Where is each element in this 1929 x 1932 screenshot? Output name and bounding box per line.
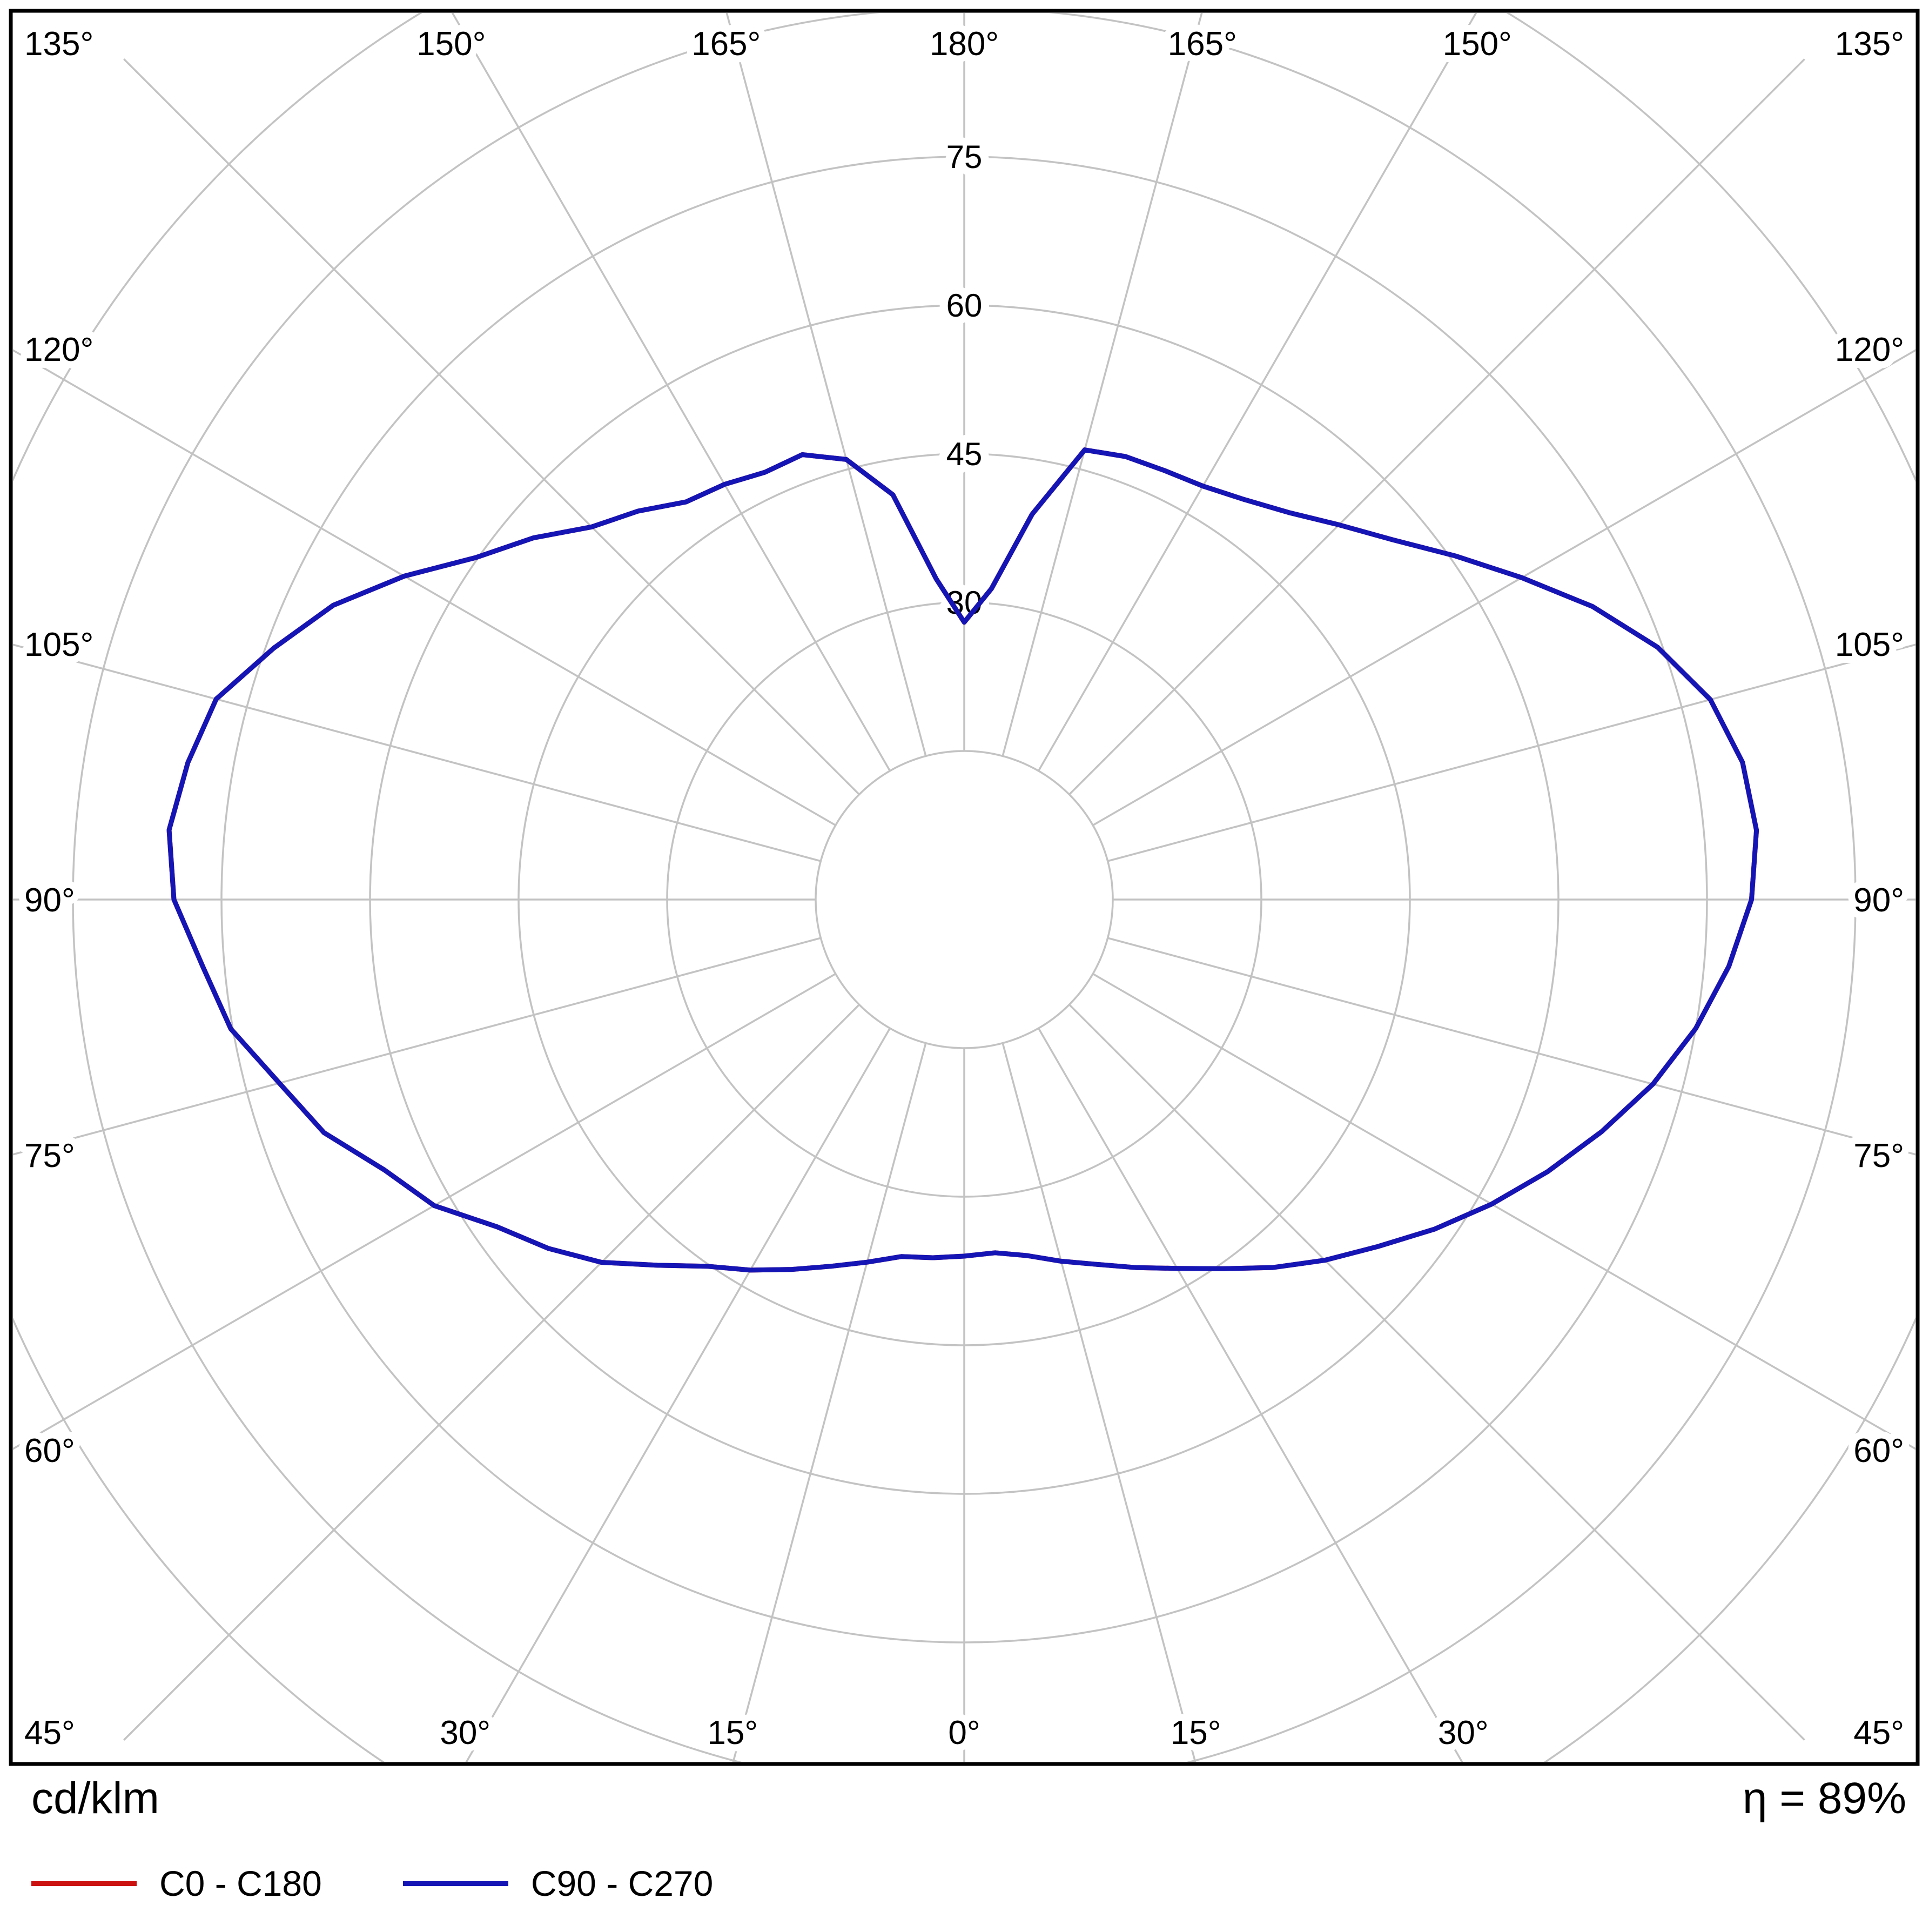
axis-label: 165°	[691, 25, 761, 63]
axis-label: 60°	[24, 1432, 75, 1470]
legend-item-c0-c180: C0 - C180	[31, 1863, 322, 1904]
grid-spoke	[13, 643, 821, 862]
c0-c180-line-swatch	[31, 1881, 137, 1886]
legend: C0 - C180 C90 - C270	[31, 1863, 713, 1904]
axis-label: 180°	[930, 25, 999, 63]
grid-spoke	[451, 13, 891, 772]
axis-label: 135°	[1835, 25, 1904, 63]
axis-label: 120°	[1835, 331, 1904, 368]
axis-label: 75°	[24, 1137, 75, 1175]
grid-spoke	[1107, 937, 1915, 1156]
legend-label-c90-c270: C90 - C270	[530, 1863, 714, 1903]
axis-label: 105°	[24, 626, 93, 663]
grid-spoke	[1002, 13, 1203, 756]
grid-spoke	[123, 58, 860, 795]
axis-label: 120°	[24, 331, 93, 368]
axis-label: 75°	[1853, 1137, 1904, 1175]
grid-spoke	[1068, 58, 1805, 795]
axis-label: 105°	[1835, 626, 1904, 663]
grid-spoke	[13, 937, 821, 1156]
c90-c270-line-swatch	[402, 1881, 508, 1886]
axis-label: 15°	[1171, 1714, 1221, 1752]
axis-label: 15°	[707, 1714, 758, 1752]
angle-labels: 0° 15° 15° 30° 30° 45° 45° 60° 60° 75° 75° 90° 90° 10…	[17, 18, 1911, 1759]
axis-label: 30°	[440, 1714, 490, 1752]
efficiency-value: η = 89%	[1742, 1774, 1906, 1823]
grid-spoke	[1037, 13, 1477, 772]
grid-spoke	[732, 1043, 927, 1762]
axis-label: 45	[946, 436, 983, 472]
axis-label: 90°	[1853, 882, 1904, 919]
axis-label: 30°	[1438, 1714, 1489, 1752]
grid-spoke	[465, 1028, 891, 1762]
axis-label: 75	[946, 139, 983, 175]
axis-label: 90°	[24, 882, 75, 919]
axis-label: 60	[946, 287, 983, 324]
grid-spoke	[1002, 1043, 1197, 1762]
series-path-c90-c270	[166, 447, 1759, 1273]
grid-spoke	[1092, 349, 1915, 827]
grid-spoke	[1037, 1028, 1463, 1762]
axis-label: 0°	[948, 1714, 980, 1752]
grid-spoke	[13, 972, 836, 1450]
grid-spoke	[1068, 1004, 1805, 1741]
grid-spoke	[725, 13, 927, 756]
grid-spoke	[1092, 972, 1915, 1450]
legend-label-c0-c180: C0 - C180	[159, 1863, 322, 1903]
grid-circle	[815, 750, 1114, 1049]
axis-label: 165°	[1168, 25, 1237, 63]
grid-spoke	[13, 349, 836, 827]
unit-label: cd/klm	[31, 1774, 159, 1823]
grid-spoke	[1107, 643, 1915, 862]
axis-label: 150°	[1443, 25, 1512, 63]
grid-spoke	[123, 1004, 860, 1741]
axis-label: 60°	[1853, 1432, 1904, 1470]
axis-label: 45°	[24, 1714, 75, 1752]
legend-item-c90-c270: C90 - C270	[402, 1863, 714, 1904]
axis-label: 135°	[24, 25, 93, 63]
axis-label: 150°	[416, 25, 486, 63]
chart-frame	[9, 9, 1920, 1766]
axis-label: 45°	[1853, 1714, 1904, 1752]
